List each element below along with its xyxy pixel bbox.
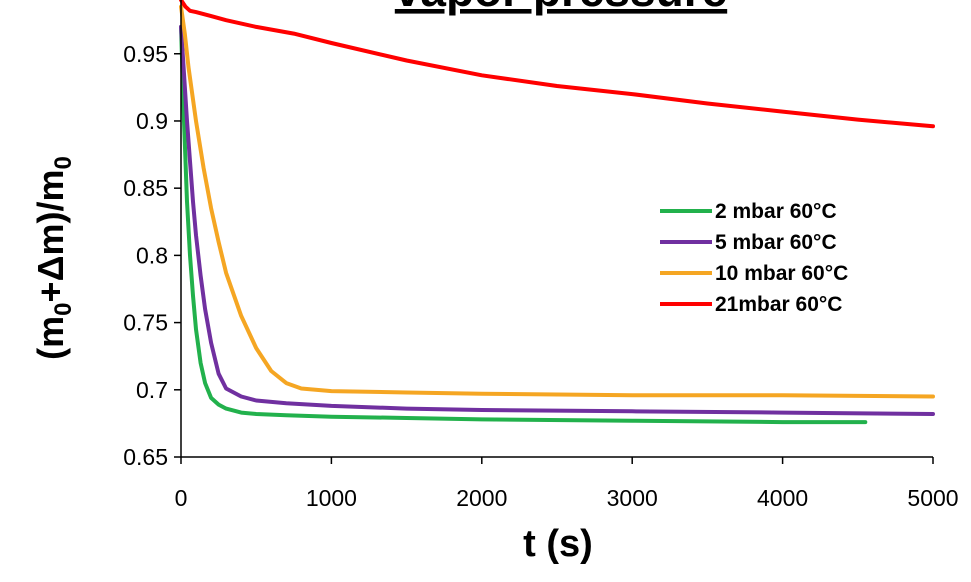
chart-title: vapor pressure [395, 0, 727, 16]
x-axis-title: t (s) [523, 523, 593, 565]
y-tick-label: 0.65 [123, 444, 168, 470]
series-layer [179, 0, 935, 425]
y-axis-title-part-2: +Δm)/m [30, 170, 71, 303]
legend-label: 10 mbar 60°C [715, 262, 848, 285]
legend-item-3: 10 mbar 60°C [660, 262, 848, 285]
y-axis-title-subscript-1: 0 [50, 302, 77, 315]
x-tick-label: 1000 [306, 485, 357, 511]
y-tick-label: 0.8 [136, 242, 168, 268]
y-tick-label: 0.9 [136, 108, 168, 134]
legend-item-2: 5 mbar 60°C [660, 231, 837, 254]
legend-item-4: 21mbar 60°C [660, 293, 842, 316]
y-tick-label: 0.95 [123, 41, 168, 67]
legend-label: 21mbar 60°C [715, 293, 842, 316]
y-tick-label: 0.75 [123, 310, 168, 336]
y-axis-title: (m0+Δm)/m0 [30, 156, 77, 360]
y-axis-title-part-1: (m [30, 316, 71, 360]
x-tick-label: 2000 [456, 485, 507, 511]
tick-layer: 0 1000 2000 3000 4000 5000 0.65 0.7 0.75 0.8 0.85 0… [123, 41, 958, 511]
x-tick-label: 3000 [607, 485, 658, 511]
legend: 2 mbar 60°C 5 mbar 60°C 10 mbar 60°C 21mbar… [660, 200, 848, 316]
y-tick-label: 0.7 [136, 377, 168, 403]
legend-label: 2 mbar 60°C [715, 200, 837, 223]
series-line-3 [179, 4, 935, 399]
legend-item-1: 2 mbar 60°C [660, 200, 837, 223]
plot-area: 0 1000 2000 3000 4000 5000 0.65 0.7 0.75 0.8 0.85 0… [123, 0, 959, 511]
x-tick-label: 4000 [757, 485, 808, 511]
series-line-4 [179, 0, 935, 129]
y-tick-label: 0.85 [123, 175, 168, 201]
series-line-2 [179, 24, 935, 416]
legend-label: 5 mbar 60°C [715, 231, 837, 254]
y-axis-title-subscript-2: 0 [50, 156, 77, 169]
x-tick-label: 0 [175, 485, 188, 511]
series-line-1 [179, 24, 868, 425]
x-tick-label: 5000 [907, 485, 958, 511]
